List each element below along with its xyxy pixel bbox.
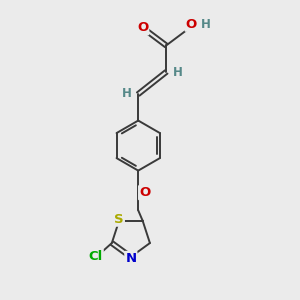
Text: H: H (172, 66, 182, 79)
Text: H: H (122, 87, 132, 100)
Text: N: N (125, 252, 136, 265)
Text: S: S (114, 213, 124, 226)
Text: Cl: Cl (88, 250, 103, 263)
Text: O: O (137, 21, 148, 34)
Text: H: H (201, 18, 211, 31)
Text: O: O (139, 186, 150, 199)
Text: O: O (186, 18, 197, 31)
